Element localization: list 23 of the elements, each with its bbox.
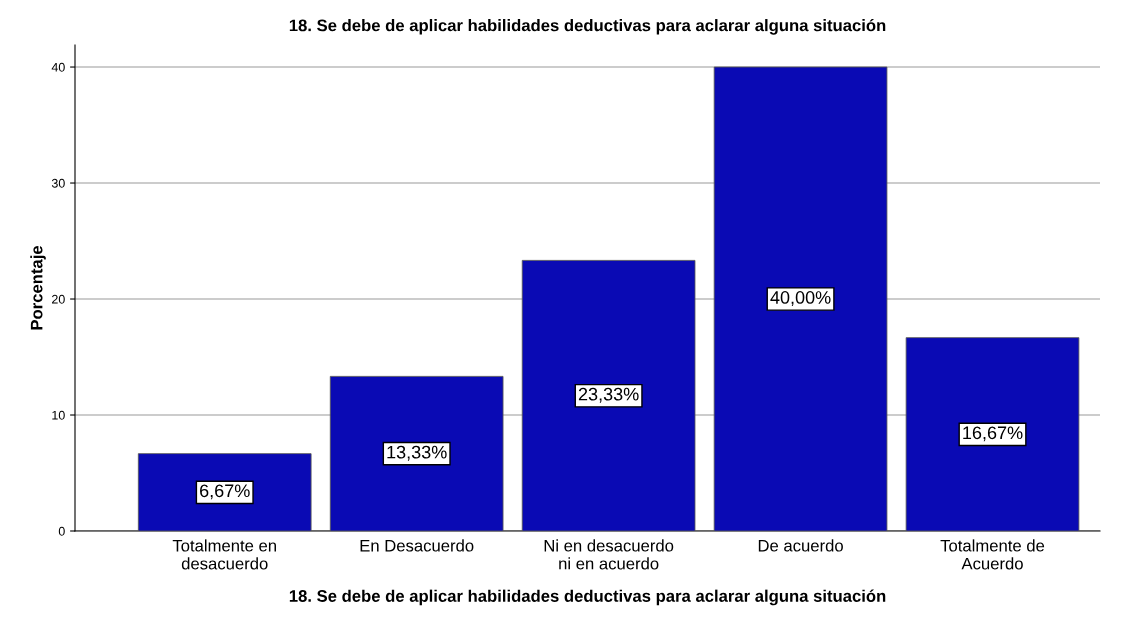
y-tick-label: 10 [52,410,65,420]
chart-title: 18. Se debe de aplicar habilidades deductivas para aclarar alguna situación [289,18,886,35]
y-tick-label: 20 [52,294,65,304]
bar [713,66,888,531]
data-label: 16,67% [963,426,1023,442]
x-tick-label: De acuerdo [758,539,843,552]
bar [905,337,1080,531]
y-tick-label: 0 [58,526,65,536]
x-axis-title: 18. Se debe de aplicar habilidades deductivas para aclarar alguna situación [289,589,886,606]
y-tick-label: 40 [51,62,65,72]
bar [329,375,504,531]
data-label: 6,67% [200,484,250,500]
data-label: 40,00% [770,291,831,306]
y-axis-title: Porcentaje [30,245,46,330]
x-tick-label: Totalmente en desacuerdo [172,539,276,570]
x-tick-label: Ni en desacuerdo ni en acuerdo [544,539,674,570]
y-tick-label: 30 [51,178,65,188]
data-label: 13,33% [387,445,447,461]
x-tick-label: En Desacuerdo [360,539,474,552]
bar [137,453,312,531]
data-label: 23,33% [578,387,639,403]
bar [521,259,696,531]
x-tick-label: Totalmente de Acuerdo [940,539,1045,570]
